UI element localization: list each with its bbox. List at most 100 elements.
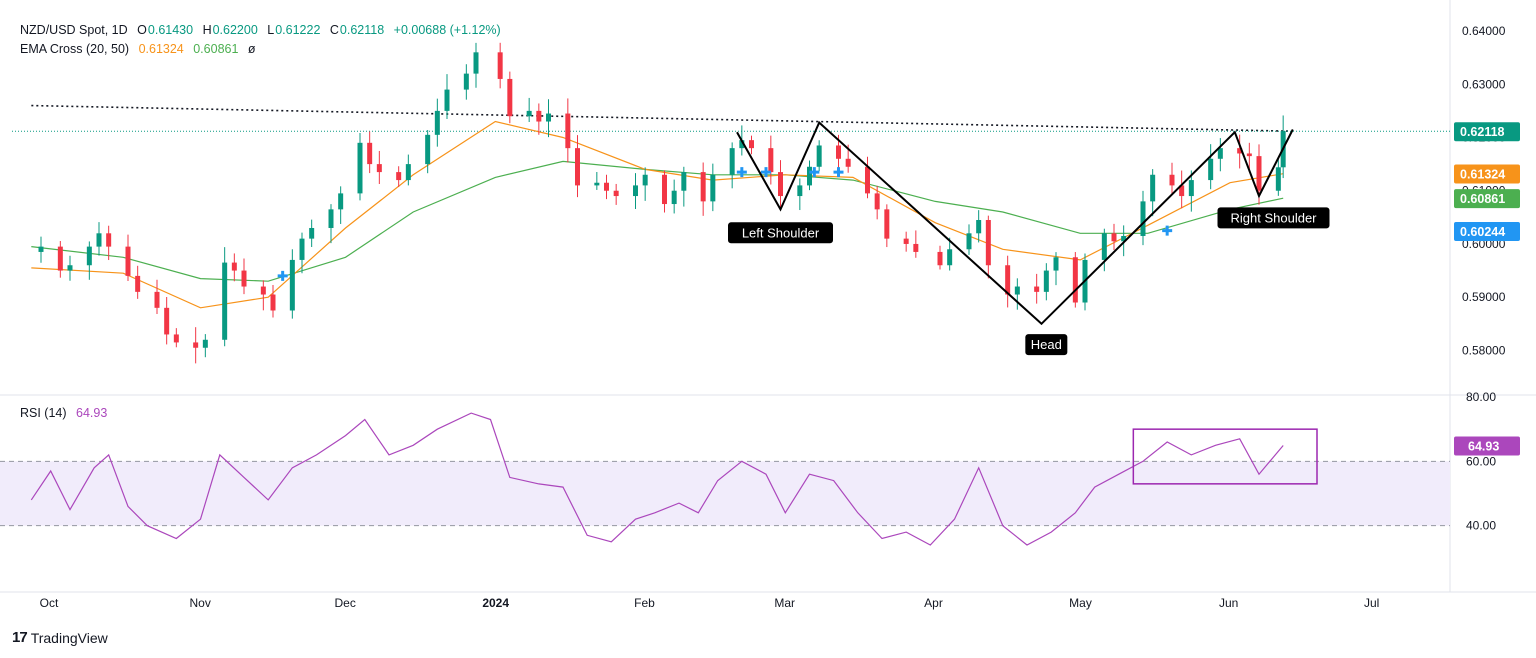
candle-body: [710, 174, 716, 202]
time-axis-tick-label: 2024: [482, 596, 509, 610]
ema-cross-marker: [1162, 225, 1173, 236]
candle-body: [57, 246, 63, 271]
candle-body: [937, 251, 943, 266]
candle-body: [193, 342, 199, 348]
candle-body: [289, 259, 295, 311]
candle-body: [86, 246, 92, 266]
time-axis-tick-label: Apr: [924, 596, 943, 610]
candle-body: [1208, 158, 1214, 181]
candle-body: [913, 243, 919, 252]
time-axis-tick-label: May: [1069, 596, 1092, 610]
rsi-highlight-box: [1132, 428, 1318, 485]
candle-body: [241, 270, 247, 287]
price-axis-badge-label: 0.60861: [1460, 192, 1505, 206]
rsi-legend: RSI (14) 64.93: [20, 406, 113, 420]
pattern-annotation-box: [1025, 334, 1068, 356]
candle-body: [463, 73, 469, 90]
price-axis-badge-label: 0.61324: [1460, 167, 1505, 181]
time-axis-tick-label: Jul: [1364, 596, 1379, 610]
candle-body: [1217, 148, 1223, 159]
candle-body: [1111, 233, 1117, 242]
rsi-axis-tick-label: 80.00: [1466, 390, 1496, 404]
candle-body: [575, 148, 580, 186]
candle-body: [797, 185, 803, 197]
candle-body: [1256, 156, 1262, 191]
price-axis-badge: [1454, 189, 1520, 209]
candle-body: [106, 233, 112, 247]
time-axis-tick-label: Feb: [634, 596, 655, 610]
candle-body: [1121, 235, 1127, 242]
candle-body: [1188, 180, 1194, 197]
candle-body: [231, 262, 237, 271]
candle-body: [642, 174, 648, 186]
candle-body: [749, 140, 754, 149]
low-label: L: [267, 23, 275, 37]
price-axis-tick-label: 0.63000: [1462, 77, 1506, 91]
candle-body: [135, 275, 141, 292]
candle-body: [1246, 153, 1252, 157]
price-axis-tick-label: 0.64000: [1462, 24, 1506, 38]
candle-body: [1014, 286, 1020, 295]
ema20-line: [31, 120, 1284, 309]
resistance-line: [31, 104, 1289, 132]
candle-body: [507, 78, 513, 117]
candle-body: [884, 209, 890, 239]
candle-body: [768, 148, 774, 173]
candle-body: [594, 182, 600, 186]
pattern-annotation-label: Head: [1031, 337, 1062, 352]
candle-body: [681, 172, 687, 191]
rsi-line: [30, 412, 1284, 546]
candle-body: [865, 166, 870, 194]
tradingview-name: TradingView: [30, 629, 108, 646]
ema-legend: EMA Cross (20, 50) 0.61324 0.60861 ø: [20, 42, 262, 56]
candle-body: [662, 174, 667, 205]
candle-body: [434, 110, 440, 135]
candle-body: [299, 238, 305, 260]
candle-body: [444, 89, 450, 111]
candle-body: [1043, 270, 1049, 292]
symbol-title: NZD/USD Spot, 1D: [20, 23, 128, 37]
price-axis-badge-label: 0.62118: [1460, 125, 1505, 139]
candle-body: [985, 220, 991, 266]
candle-body: [604, 182, 609, 191]
change-value: +0.00688 (+1.12%): [393, 23, 501, 37]
candle-body: [396, 172, 402, 181]
ema50-value: 0.60861: [193, 42, 239, 56]
tradingview-logo-icon: 17: [12, 629, 28, 646]
candle-body: [173, 334, 179, 343]
candle-body: [845, 158, 851, 167]
candle-body: [633, 185, 638, 197]
candle-body: [807, 166, 812, 186]
candle-body: [202, 339, 208, 348]
open-label: O: [137, 23, 147, 37]
candle-body: [270, 294, 276, 311]
price-axis-badge: [1454, 221, 1520, 241]
rsi-value-badge-label: 64.93: [1468, 439, 1499, 453]
candle-body: [309, 227, 315, 239]
candle-body: [338, 193, 344, 210]
candle-body: [903, 238, 909, 244]
ema50-line: [31, 160, 1284, 282]
candle-body: [700, 172, 706, 202]
candle-body: [1034, 286, 1040, 292]
candle-body: [67, 265, 73, 271]
candle-body: [546, 113, 551, 122]
price-axis-tick-label: 0.59000: [1462, 290, 1506, 304]
candle-body: [1005, 265, 1011, 295]
price-axis-badge: [1454, 122, 1520, 142]
chart-legend: NZD/USD Spot, 1D O0.61430 H0.62200 L0.61…: [20, 23, 507, 37]
candle-body: [1150, 174, 1156, 202]
tradingview-branding: 17 TradingView: [12, 629, 108, 646]
candle-body: [1072, 257, 1078, 303]
candle-body: [778, 172, 783, 197]
candle-body: [947, 249, 953, 266]
candle-body: [613, 190, 619, 197]
time-axis-tick-label: Nov: [190, 596, 211, 610]
time-axis-tick-label: Mar: [774, 596, 795, 610]
ema-cross-marker: [277, 270, 288, 281]
price-axis-badge: [1454, 164, 1520, 184]
rsi-axis-tick-label: 40.00: [1466, 519, 1496, 533]
high-label: H: [202, 23, 212, 37]
pattern-annotation-label: Left Shoulder: [742, 225, 820, 240]
